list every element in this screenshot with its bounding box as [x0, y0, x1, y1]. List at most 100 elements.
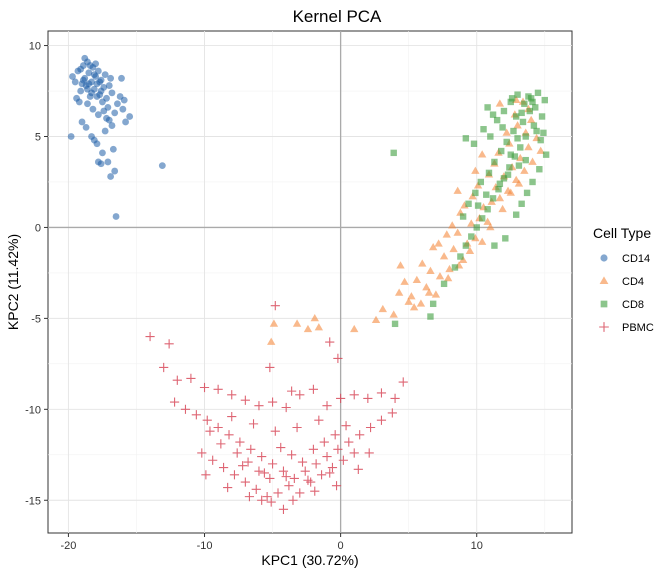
point-pbmc: [186, 373, 196, 383]
point-cd8: [496, 180, 504, 187]
point-pbmc: [213, 422, 223, 433]
point-cd4: [400, 277, 409, 285]
point-pbmc: [246, 444, 256, 454]
point-cd14: [99, 149, 106, 157]
point-cd8: [390, 149, 397, 157]
x-tick-label: 10: [471, 540, 483, 552]
x-axis-title: KPC1 (30.72%): [261, 552, 358, 568]
point-cd14: [77, 65, 85, 73]
point-pbmc: [310, 486, 320, 496]
point-cd14: [84, 100, 91, 108]
point-cd8: [536, 166, 543, 173]
point-cd4: [471, 166, 480, 174]
point-pbmc: [333, 353, 343, 363]
point-cd8: [508, 95, 516, 102]
point-pbmc: [287, 450, 297, 460]
point-pbmc: [265, 473, 275, 484]
point-cd8: [532, 104, 539, 111]
point-pbmc: [205, 426, 215, 436]
point-pbmc: [349, 390, 359, 400]
y-tick-label: -10: [25, 404, 41, 416]
chart-title: Kernel PCA: [293, 7, 382, 26]
y-axis-ticks: -15 -10 -5 0 5 10: [25, 41, 48, 507]
point-cd4: [498, 204, 507, 213]
point-cd8: [462, 135, 470, 142]
point-cd14: [78, 118, 86, 126]
point-cd14: [107, 74, 115, 82]
point-pbmc: [333, 444, 343, 454]
point-cd4: [439, 252, 449, 260]
point-cd8: [470, 140, 478, 147]
point-cd4: [404, 297, 413, 305]
point-pbmc: [232, 448, 242, 458]
point-pbmc: [213, 384, 223, 394]
point-cd4: [442, 230, 451, 238]
point-cd8: [523, 189, 531, 197]
point-cd8: [493, 116, 501, 124]
point-cd4: [314, 323, 324, 331]
point-cd8: [514, 91, 521, 98]
point-cd4: [412, 275, 422, 284]
point-pbmc: [303, 475, 313, 485]
point-pbmc: [322, 401, 332, 411]
x-tick-label: -20: [60, 540, 76, 552]
point-cd8: [504, 171, 512, 178]
point-cd8: [491, 242, 498, 249]
point-pbmc: [257, 495, 267, 505]
point-pbmc: [316, 470, 327, 480]
point-pbmc: [229, 470, 240, 480]
point-cd8: [457, 253, 464, 260]
point-pbmc: [398, 377, 408, 387]
point-cd8: [427, 313, 434, 320]
point-pbmc: [267, 397, 278, 407]
point-cd8: [499, 124, 506, 131]
point-cd8: [533, 127, 540, 135]
point-pbmc: [172, 375, 182, 385]
point-cd4: [435, 272, 445, 280]
legend-key-pbmc: [599, 322, 609, 332]
point-cd4: [443, 273, 453, 282]
point-pbmc: [278, 504, 289, 514]
point-pbmc: [314, 415, 324, 425]
point-pbmc: [341, 421, 351, 431]
point-cd8: [498, 147, 505, 155]
point-cd8: [522, 133, 529, 140]
point-cd8: [507, 151, 514, 158]
point-cd8: [542, 151, 550, 158]
point-pbmc: [355, 430, 365, 440]
point-pbmc: [344, 437, 354, 447]
point-pbmc: [227, 390, 237, 400]
point-cd4: [453, 228, 462, 236]
point-pbmc: [319, 437, 329, 447]
point-pbmc: [349, 448, 359, 458]
point-cd14: [96, 78, 104, 86]
x-tick-label: 0: [338, 540, 344, 552]
point-pbmc: [254, 466, 264, 476]
point-cd8: [515, 162, 523, 169]
point-cd4: [350, 324, 359, 333]
legend-key-cd8: [600, 300, 608, 308]
point-pbmc: [266, 497, 276, 507]
point-cd14: [114, 100, 121, 108]
point-pbmc: [216, 439, 226, 449]
point-pbmc: [331, 481, 342, 491]
point-cd4: [514, 179, 524, 187]
point-pbmc: [289, 473, 299, 484]
point-cd8: [459, 213, 467, 220]
point-cd4: [378, 304, 387, 313]
point-cd8: [485, 169, 493, 177]
point-cd14: [112, 213, 120, 220]
point-cd8: [477, 178, 485, 186]
point-cd4: [431, 290, 441, 298]
point-cd8: [480, 126, 487, 133]
point-pbmc: [164, 339, 174, 349]
point-pbmc: [292, 422, 302, 433]
point-cd14: [97, 87, 105, 95]
point-cd4: [409, 303, 419, 311]
y-tick-label: 0: [35, 222, 41, 234]
y-tick-label: 10: [29, 41, 41, 53]
point-cd8: [506, 164, 513, 171]
point-cd14: [118, 74, 125, 82]
point-cd4: [502, 128, 511, 136]
point-cd8: [468, 233, 475, 240]
